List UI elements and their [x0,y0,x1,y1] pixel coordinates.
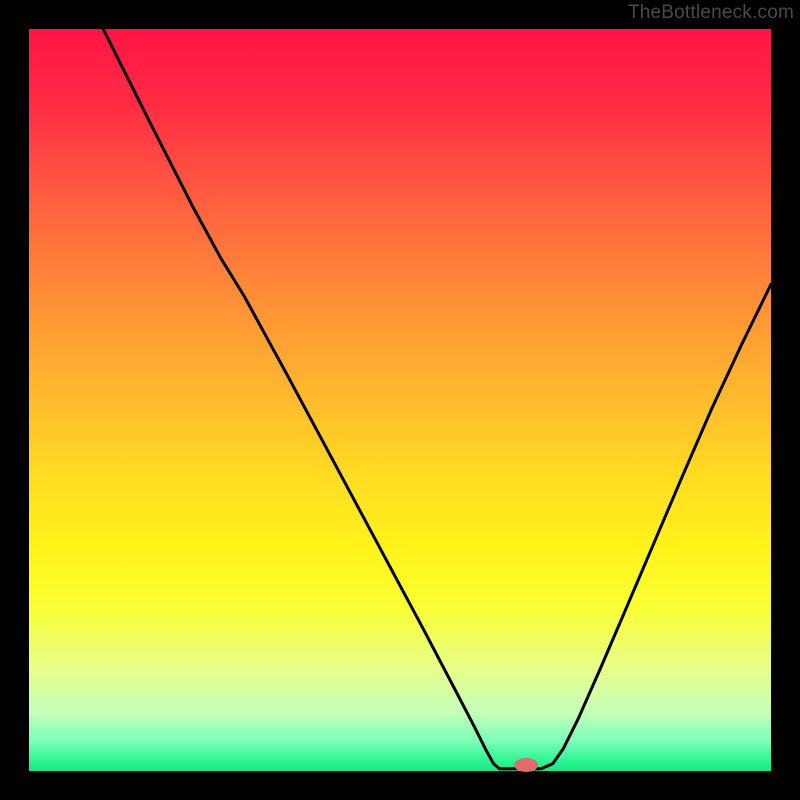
bottleneck-chart [0,0,800,800]
chart-container: TheBottleneck.com [0,0,800,800]
optimal-marker [514,758,538,772]
plot-area [29,29,771,771]
watermark-text: TheBottleneck.com [628,2,794,24]
